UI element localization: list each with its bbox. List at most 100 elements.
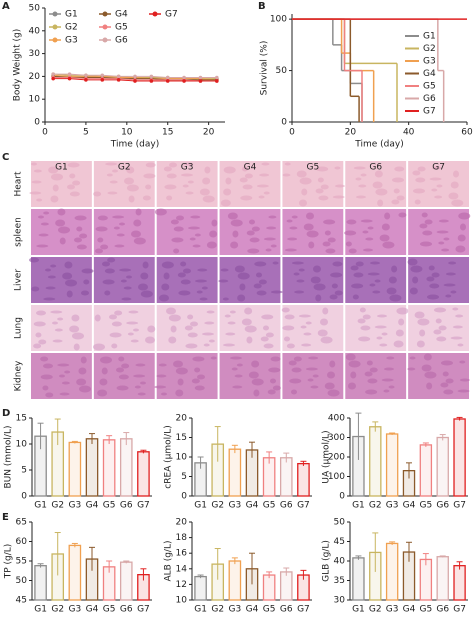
tissue-texture [398, 318, 405, 326]
x-tick-label: G3 [229, 501, 242, 511]
tissue-texture [163, 166, 172, 172]
tissue-texture [72, 332, 84, 340]
tissue-texture [50, 264, 57, 268]
series-marker [182, 79, 186, 83]
tissue-texture [268, 367, 281, 373]
y-tick-label: 0 [21, 492, 27, 502]
tissue-texture [232, 230, 239, 238]
y-tick-label: 100 [270, 15, 287, 25]
tissue-texture [50, 310, 63, 314]
series-marker [198, 79, 203, 83]
series-marker [67, 72, 72, 76]
tissue-texture [249, 219, 255, 225]
tissue-texture [38, 339, 47, 345]
tissue-texture [284, 336, 290, 342]
tissue-texture [407, 367, 416, 371]
tissue-texture [128, 310, 139, 314]
series-marker [215, 75, 219, 80]
tissue-texture [197, 374, 205, 380]
panel-label: B [258, 1, 266, 12]
tissue-texture [225, 177, 232, 185]
tissue-texture [317, 329, 328, 337]
tissue-texture [270, 244, 277, 248]
tissue-texture [313, 265, 321, 273]
tissue-texture [52, 184, 59, 192]
y-tick-label: 45 [16, 596, 27, 606]
tissue-texture [429, 283, 440, 289]
series-marker [133, 79, 137, 83]
tissue-texture [299, 199, 307, 207]
tissue-texture [434, 195, 443, 199]
bar [279, 571, 293, 601]
series-marker [149, 74, 154, 79]
x-tick-label: G1 [34, 605, 47, 615]
tissue-texture [163, 272, 170, 280]
tissue-texture [327, 371, 335, 379]
column-label: G5 [307, 163, 320, 173]
tissue-texture [303, 223, 314, 231]
tissue-texture [230, 219, 243, 227]
y-tick-label: 200 [328, 453, 345, 463]
tissue-texture [81, 290, 89, 296]
bar [119, 561, 133, 601]
tissue-texture [158, 363, 167, 367]
legend-label: G3 [423, 57, 436, 67]
tissue-texture [99, 378, 108, 386]
tissue-texture [301, 188, 308, 196]
tissue-texture [76, 226, 83, 232]
tissue-texture [441, 248, 450, 252]
tissue-texture [175, 367, 188, 375]
tissue-texture [69, 191, 80, 197]
tissue-texture [113, 226, 120, 230]
tissue-texture [224, 314, 231, 318]
legend-marker [102, 24, 108, 30]
bar [436, 556, 449, 601]
tissue-texture [416, 340, 425, 348]
tissue-texture [459, 360, 466, 364]
bar [385, 542, 399, 601]
y-tick-label: 50 [29, 4, 41, 14]
tissue-texture [79, 233, 88, 239]
tissue-texture [421, 212, 428, 218]
tissue-texture [305, 367, 318, 371]
x-tick-label: G5 [103, 605, 116, 615]
tissue-texture [247, 248, 260, 254]
row-label: spleen [14, 217, 24, 247]
series-marker [149, 79, 154, 83]
tissue-texture [344, 230, 357, 236]
bar [453, 418, 466, 497]
tissue-texture [362, 230, 369, 234]
tissue-texture [128, 195, 135, 203]
tissue-texture [325, 248, 336, 254]
tissue-texture [123, 286, 132, 290]
tissue-texture [443, 389, 454, 395]
series-marker [67, 76, 72, 81]
tissue-texture [140, 290, 153, 298]
tissue-texture [369, 283, 376, 287]
y-tick-label: 300 [328, 433, 345, 443]
legend-marker [52, 37, 58, 43]
y-tick-label: 100 [328, 472, 345, 482]
tissue-texture [223, 188, 232, 196]
legend-label: G7 [423, 107, 436, 117]
tissue-texture [254, 261, 267, 267]
tissue-texture [173, 360, 183, 368]
y-tick-label: 15 [176, 433, 187, 443]
tissue-texture [59, 374, 65, 378]
tissue-texture [441, 360, 453, 366]
tissue-texture [391, 199, 400, 205]
tissue-texture [350, 371, 357, 379]
tissue-texture [315, 188, 324, 194]
tissue-texture [307, 378, 314, 382]
tissue-texture [268, 215, 277, 219]
tissue-texture [450, 181, 459, 189]
tissue-texture [109, 180, 118, 184]
tissue-texture [356, 195, 366, 199]
tissue-texture [375, 188, 388, 196]
tissue-texture [331, 283, 338, 289]
tissue-texture [133, 374, 146, 378]
tissue-texture [194, 367, 201, 373]
tissue-texture [156, 374, 167, 378]
tissue-texture [346, 219, 357, 225]
x-tick-label: G4 [403, 501, 416, 511]
